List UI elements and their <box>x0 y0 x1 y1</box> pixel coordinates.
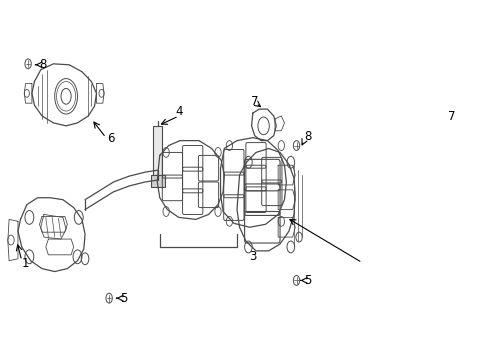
Text: 6: 6 <box>107 132 115 145</box>
Bar <box>153 126 162 175</box>
Text: 7: 7 <box>448 109 456 122</box>
Text: 3: 3 <box>249 250 257 263</box>
Text: 7: 7 <box>251 95 259 108</box>
Text: 4: 4 <box>175 105 182 118</box>
Text: 5: 5 <box>304 274 312 287</box>
Text: 8: 8 <box>304 130 312 143</box>
Text: 1: 1 <box>22 257 29 270</box>
Bar <box>151 175 165 187</box>
Text: 5: 5 <box>120 292 127 305</box>
Text: 8: 8 <box>39 58 46 71</box>
